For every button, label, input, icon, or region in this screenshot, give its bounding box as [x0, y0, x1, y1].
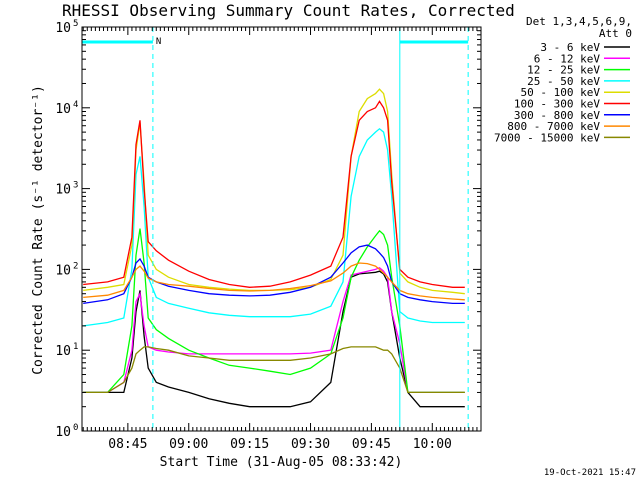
series-line	[83, 346, 465, 394]
legend-entry: 12 - 25 keV	[527, 64, 600, 77]
y-tick-label: 10	[55, 21, 71, 36]
series-line	[83, 262, 465, 301]
legend-entry: 6 - 12 keV	[534, 52, 601, 65]
series-layer	[83, 88, 465, 408]
x-axis-label: Start Time (31-Aug-05 08:33:42)	[160, 455, 403, 470]
series-line	[83, 244, 465, 305]
series-line	[83, 127, 465, 327]
x-axis: 08:45 09:00 09:15 09:30 09:45 10:00	[82, 27, 482, 452]
legend-entry: 100 - 300 keV	[514, 98, 600, 111]
marker-layer	[82, 27, 469, 431]
y-axis-label: Corrected Count Rate (s⁻¹ detector⁻¹)	[31, 85, 46, 375]
series-line	[83, 88, 465, 295]
legend-entry: 50 - 100 keV	[521, 86, 601, 99]
legend-entry: 300 - 800 keV	[514, 109, 600, 122]
legend-header: Det 1,3,4,5,6,9, Att 0	[526, 15, 632, 40]
legend-entry: 3 - 6 keV	[540, 41, 600, 54]
y-tick-exponent: 0	[73, 423, 78, 433]
y-tick-exponent: 4	[73, 100, 78, 110]
y-tick-label: 10	[55, 102, 71, 117]
x-tick-label: 08:45	[108, 437, 147, 452]
legend-header-attenuator: Att 0	[599, 27, 632, 40]
timestamp: 19-Oct-2021 15:47	[544, 468, 636, 478]
x-tick-label: 10:00	[413, 437, 452, 452]
y-tick-exponent: 1	[73, 342, 78, 352]
x-tick-label: 09:00	[169, 437, 208, 452]
y-tick-label: 10	[55, 263, 71, 278]
x-tick-label: 09:45	[352, 437, 391, 452]
legend-entry: 800 - 7000 keV	[507, 120, 600, 133]
y-tick-label: 10	[55, 425, 71, 440]
annotation-n: N	[156, 37, 161, 47]
series-line	[83, 100, 465, 288]
y-tick-exponent: 2	[73, 261, 78, 271]
y-tick-exponent: 3	[73, 181, 78, 191]
x-tick-label: 09:15	[230, 437, 269, 452]
series-line	[83, 266, 465, 394]
x-tick-label: 09:30	[291, 437, 330, 452]
y-tick-label: 10	[55, 183, 71, 198]
legend-entry: 25 - 50 keV	[527, 75, 600, 88]
y-tick-exponent: 5	[73, 19, 78, 29]
legend-entry: 7000 - 15000 keV	[494, 131, 600, 144]
y-tick-label: 10	[55, 344, 71, 359]
plot-frame	[81, 26, 482, 432]
legend-header-detectors: Det 1,3,4,5,6,9,	[526, 15, 632, 28]
chart-title: RHESSI Observing Summary Count Rates, Co…	[62, 1, 515, 20]
series-line	[83, 228, 465, 394]
